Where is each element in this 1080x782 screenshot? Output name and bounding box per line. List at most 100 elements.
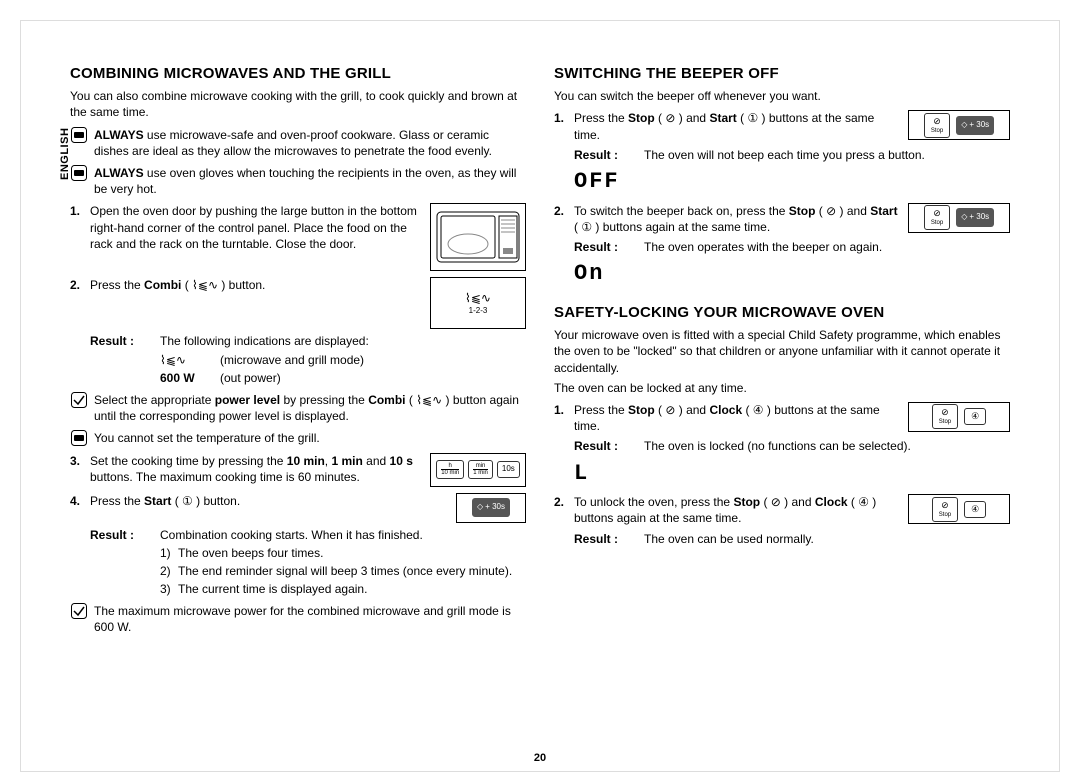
note-cookware: ALWAYS use microwave-safe and oven-proof… [70,127,526,159]
bs1d: Start [709,111,736,125]
left-column: COMBINING MICROWAVES AND THE GRILL You c… [70,64,526,636]
li1: The oven beeps four times. [178,545,323,561]
btn-10min: h10 min [436,460,464,479]
seg-off-display: OFF [574,167,1010,197]
start-button: ◇+ 30s [956,116,994,135]
step1-num: 1. [70,203,90,219]
bs2n: 2. [554,203,574,219]
clock-button: ④ [964,408,986,425]
step-4: 4. Press the Start ( ① ) button. ◇+ 30s [70,493,526,523]
s3d: 1 min [331,454,362,468]
step2-b: Combi [144,278,181,292]
beeper-step-2: 2. To switch the beeper back on, press t… [554,203,1010,235]
note-icon [70,430,88,446]
lock-s2-result: Result : The oven can be used normally. [574,531,1010,547]
bs2e: ( ① ) buttons again at the same time. [574,220,770,234]
note1-bold: ALWAYS [94,128,144,142]
n3b: power level [215,393,280,407]
note-grilltemp: You cannot set the temperature of the gr… [70,430,526,446]
start-button-illustration: ◇+ 30s [456,493,526,523]
heading-beeper: SWITCHING THE BEEPER OFF [554,64,1010,84]
seg-l-display: L [574,459,1010,489]
beeper-s1-result: Result : The oven will not beep each tim… [574,147,1010,163]
ls1a: Press the [574,403,628,417]
li3n: 3) [160,581,178,597]
mode-row-2: 600 W (out power) [160,370,526,386]
lock-s1-result: Result : The oven is locked (no function… [574,438,1010,454]
section-beeper: SWITCHING THE BEEPER OFF You can switch … [554,64,1010,289]
bs2rt: The oven operates with the beeper on aga… [644,239,1010,255]
bs1b: Stop [628,111,655,125]
stop-button: ⊘Stop [932,404,958,429]
step3-num: 3. [70,453,90,469]
ls1c: ( ⊘ ) and [655,403,710,417]
note2-text: use oven gloves when touching the recipi… [94,166,516,196]
intro-beeper: You can switch the beeper off whenever y… [554,88,1010,104]
ls2rl: Result : [574,531,644,547]
section-safetylock: SAFETY-LOCKING YOUR MICROWAVE OVEN Your … [554,303,1010,547]
mode-symbol-desc: (microwave and grill mode) [220,352,364,368]
step2-result: Result : The following indications are d… [90,333,526,349]
oven-illustration [430,203,526,271]
mode-row-1: ⌇⫹∿ (microwave and grill mode) [160,352,526,368]
stop-button: ⊘Stop [924,113,950,138]
s4c: ( ① ) button. [171,494,240,508]
li2n: 2) [160,563,178,579]
ls2rt: The oven can be used normally. [644,531,1010,547]
right-column: SWITCHING THE BEEPER OFF You can switch … [554,64,1010,636]
lock-step-2: 2. To unlock the oven, press the Stop ( … [554,494,1010,526]
page-content: COMBINING MICROWAVES AND THE GRILL You c… [0,0,1080,666]
beeper-s2-result: Result : The oven operates with the beep… [574,239,1010,255]
n3a: Select the appropriate [94,393,215,407]
step2-a: Press the [90,278,144,292]
mode-power-desc: (out power) [220,370,281,386]
s3g: buttons. The maximum cooking time is 60 … [90,470,360,484]
stop-start-illustration: ⊘Stop ◇+ 30s [908,110,1010,140]
note-check-icon [70,392,88,408]
mode-symbol: ⌇⫹∿ [160,352,220,368]
language-side-label: ENGLISH [58,128,73,180]
ls1d: Clock [709,403,742,417]
bs2rl: Result : [574,239,644,255]
ls2n: 2. [554,494,574,510]
mode-power: 600 W [160,371,195,385]
stop-start-illustration-2: ⊘Stop ◇+ 30s [908,203,1010,233]
step1-text: Open the oven door by pushing the large … [90,203,420,252]
ls2b: Stop [733,495,760,509]
time-buttons-illustration: h10 min min1 min 10s [430,453,526,487]
stop-clock-illustration: ⊘Stop ④ [908,402,1010,432]
stop-clock-illustration-2: ⊘Stop ④ [908,494,1010,524]
bs2d: Start [870,204,897,218]
note5-text: The maximum microwave power for the comb… [94,603,526,635]
ls1rl: Result : [574,438,644,454]
note4-text: You cannot set the temperature of the gr… [94,430,320,446]
lock-step-1: 1. Press the Stop ( ⊘ ) and Clock ( ④ ) … [554,402,1010,434]
step4-num: 4. [70,493,90,509]
btn-1min: min1 min [468,460,493,479]
s4b: Start [144,494,171,508]
s3b: 10 min [287,454,325,468]
bs1rt: The oven will not beep each time you pre… [644,147,1010,163]
ls2c: ( ⊘ ) and [760,495,815,509]
bs2b: Stop [789,204,816,218]
ls1b: Stop [628,403,655,417]
heading-safetylock: SAFETY-LOCKING YOUR MICROWAVE OVEN [554,303,1010,323]
li1n: 1) [160,545,178,561]
page-number: 20 [0,751,1080,766]
note-check-icon [70,603,88,619]
intro-combining: You can also combine microwave cooking w… [70,88,526,120]
btn-10s: 10s [497,461,520,478]
bs1c: ( ⊘ ) and [655,111,710,125]
bs1n: 1. [554,110,574,126]
step-2: 2. Press the Combi ( ⌇⫹∿ ) button. ⌇⫹∿ 1… [70,277,526,329]
ls1rt: The oven is locked (no functions can be … [644,438,1010,454]
n3c: by pressing the [280,393,368,407]
heading-combining: COMBINING MICROWAVES AND THE GRILL [70,64,526,84]
stop-button: ⊘Stop [932,497,958,522]
display-123: 1-2-3 [469,306,488,317]
stop-button: ⊘Stop [924,205,950,230]
seg-on-display: On [574,259,1010,289]
step2-result-label: Result : [90,333,160,349]
ls1n: 1. [554,402,574,418]
mode-display-illustration: ⌇⫹∿ 1-2-3 [430,277,526,329]
